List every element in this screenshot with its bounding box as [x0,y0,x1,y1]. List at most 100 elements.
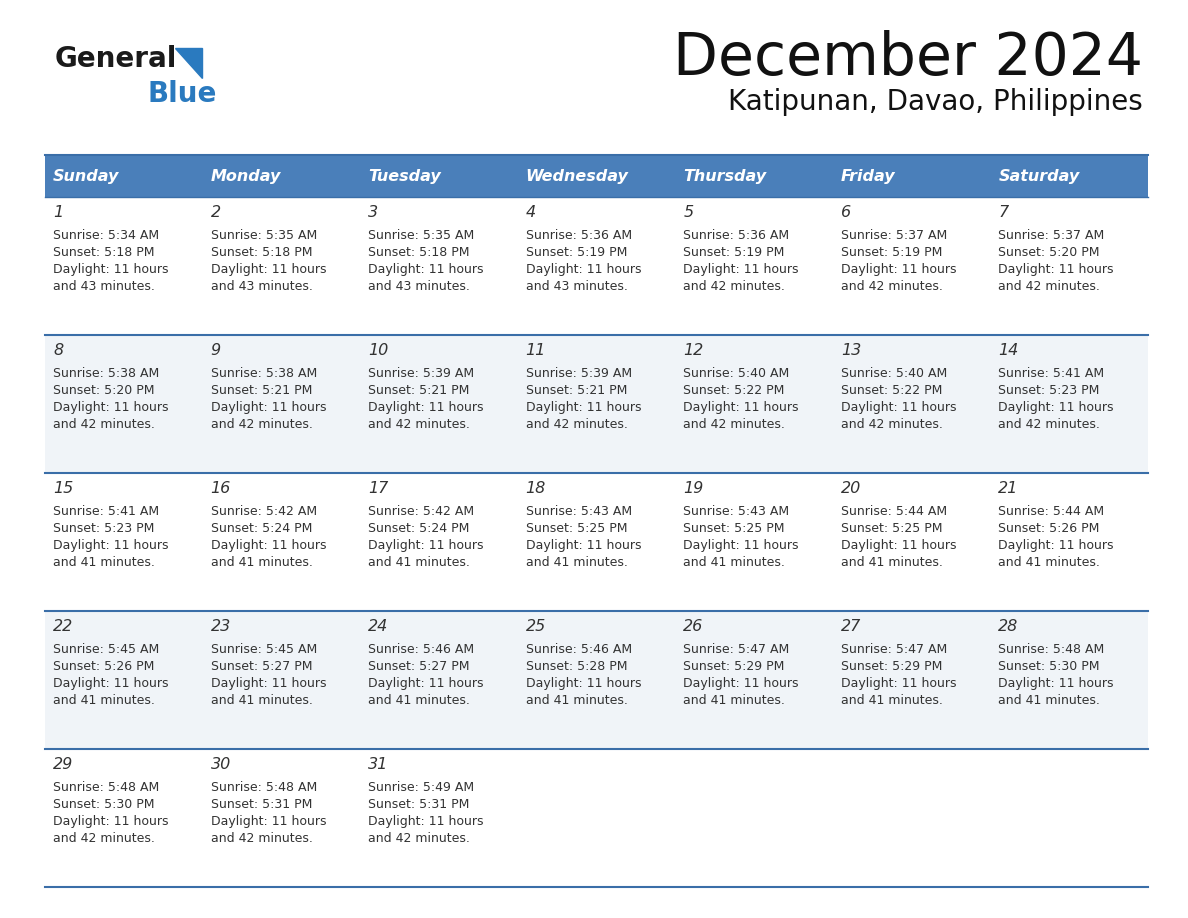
Text: Wednesday: Wednesday [526,169,628,184]
Text: and 43 minutes.: and 43 minutes. [53,280,154,293]
Text: Sunrise: 5:42 AM: Sunrise: 5:42 AM [210,505,317,518]
Text: Sunrise: 5:47 AM: Sunrise: 5:47 AM [841,643,947,656]
Text: Daylight: 11 hours: Daylight: 11 hours [210,539,326,552]
Text: Sunset: 5:18 PM: Sunset: 5:18 PM [210,246,312,259]
Text: and 42 minutes.: and 42 minutes. [210,418,312,431]
Text: Sunrise: 5:37 AM: Sunrise: 5:37 AM [998,229,1105,242]
Text: Sunrise: 5:40 AM: Sunrise: 5:40 AM [841,367,947,380]
Text: Tuesday: Tuesday [368,169,441,184]
Text: 6: 6 [841,205,851,220]
Text: 23: 23 [210,619,230,634]
Text: and 41 minutes.: and 41 minutes. [998,556,1100,569]
Text: Sunrise: 5:36 AM: Sunrise: 5:36 AM [683,229,789,242]
Text: Sunset: 5:29 PM: Sunset: 5:29 PM [841,660,942,673]
Text: and 41 minutes.: and 41 minutes. [526,556,627,569]
Text: Sunrise: 5:39 AM: Sunrise: 5:39 AM [526,367,632,380]
Bar [991,155,1148,197]
Text: Sunset: 5:25 PM: Sunset: 5:25 PM [683,522,785,535]
Text: and 42 minutes.: and 42 minutes. [998,280,1100,293]
Text: Sunset: 5:31 PM: Sunset: 5:31 PM [210,798,312,811]
Text: Daylight: 11 hours: Daylight: 11 hours [53,401,169,414]
Text: Daylight: 11 hours: Daylight: 11 hours [526,677,642,690]
Text: and 42 minutes.: and 42 minutes. [368,832,470,845]
Text: Sunset: 5:24 PM: Sunset: 5:24 PM [210,522,312,535]
Text: and 42 minutes.: and 42 minutes. [368,418,470,431]
Text: Sunrise: 5:36 AM: Sunrise: 5:36 AM [526,229,632,242]
Text: Sunset: 5:19 PM: Sunset: 5:19 PM [841,246,942,259]
Text: Sunset: 5:18 PM: Sunset: 5:18 PM [368,246,469,259]
Text: and 42 minutes.: and 42 minutes. [526,418,627,431]
Text: Sunrise: 5:43 AM: Sunrise: 5:43 AM [526,505,632,518]
Text: Sunset: 5:26 PM: Sunset: 5:26 PM [53,660,154,673]
Text: Sunrise: 5:35 AM: Sunrise: 5:35 AM [210,229,317,242]
Text: and 41 minutes.: and 41 minutes. [998,694,1100,707]
Text: Sunrise: 5:41 AM: Sunrise: 5:41 AM [53,505,159,518]
Text: Sunrise: 5:43 AM: Sunrise: 5:43 AM [683,505,789,518]
Text: Daylight: 11 hours: Daylight: 11 hours [998,677,1114,690]
Text: Daylight: 11 hours: Daylight: 11 hours [998,401,1114,414]
Text: Daylight: 11 hours: Daylight: 11 hours [998,263,1114,276]
Text: Sunrise: 5:48 AM: Sunrise: 5:48 AM [53,781,159,794]
Text: Daylight: 11 hours: Daylight: 11 hours [368,677,484,690]
Text: 27: 27 [841,619,861,634]
Text: Sunrise: 5:48 AM: Sunrise: 5:48 AM [210,781,317,794]
Text: 3: 3 [368,205,378,220]
Text: 8: 8 [53,343,63,358]
Text: Sunrise: 5:46 AM: Sunrise: 5:46 AM [526,643,632,656]
Text: and 41 minutes.: and 41 minutes. [683,556,785,569]
Text: Sunset: 5:24 PM: Sunset: 5:24 PM [368,522,469,535]
Text: 19: 19 [683,481,703,496]
Text: Sunset: 5:27 PM: Sunset: 5:27 PM [368,660,469,673]
Text: Sunset: 5:25 PM: Sunset: 5:25 PM [841,522,942,535]
Text: 22: 22 [53,619,74,634]
Text: Sunset: 5:29 PM: Sunset: 5:29 PM [683,660,784,673]
Text: 12: 12 [683,343,703,358]
Text: 2: 2 [210,205,221,220]
Text: Daylight: 11 hours: Daylight: 11 hours [53,677,169,690]
Bar [675,155,833,197]
Text: Sunset: 5:30 PM: Sunset: 5:30 PM [53,798,154,811]
Text: Daylight: 11 hours: Daylight: 11 hours [841,401,956,414]
Text: Katipunan, Davao, Philippines: Katipunan, Davao, Philippines [728,88,1143,116]
Text: Saturday: Saturday [998,169,1080,184]
Text: Sunset: 5:25 PM: Sunset: 5:25 PM [526,522,627,535]
Polygon shape [175,48,202,78]
Text: Daylight: 11 hours: Daylight: 11 hours [998,539,1114,552]
Text: Sunday: Sunday [53,169,119,184]
Text: Thursday: Thursday [683,169,766,184]
Text: Sunset: 5:19 PM: Sunset: 5:19 PM [526,246,627,259]
Text: Daylight: 11 hours: Daylight: 11 hours [53,815,169,828]
Text: Sunrise: 5:45 AM: Sunrise: 5:45 AM [53,643,159,656]
Text: Sunrise: 5:34 AM: Sunrise: 5:34 AM [53,229,159,242]
Bar [833,155,991,197]
Text: Friday: Friday [841,169,896,184]
Text: Daylight: 11 hours: Daylight: 11 hours [210,815,326,828]
Text: and 41 minutes.: and 41 minutes. [210,694,312,707]
Text: and 42 minutes.: and 42 minutes. [53,418,154,431]
Text: Daylight: 11 hours: Daylight: 11 hours [368,263,484,276]
Text: Sunset: 5:21 PM: Sunset: 5:21 PM [526,384,627,397]
Text: 28: 28 [998,619,1018,634]
Text: Sunset: 5:18 PM: Sunset: 5:18 PM [53,246,154,259]
Text: 17: 17 [368,481,388,496]
Text: Sunrise: 5:39 AM: Sunrise: 5:39 AM [368,367,474,380]
Text: 31: 31 [368,757,388,772]
Text: 30: 30 [210,757,230,772]
Text: December 2024: December 2024 [672,30,1143,87]
Text: Sunset: 5:26 PM: Sunset: 5:26 PM [998,522,1100,535]
Text: Sunset: 5:22 PM: Sunset: 5:22 PM [841,384,942,397]
Text: Daylight: 11 hours: Daylight: 11 hours [210,401,326,414]
Text: Blue: Blue [148,80,217,108]
Text: 7: 7 [998,205,1009,220]
Text: Sunrise: 5:37 AM: Sunrise: 5:37 AM [841,229,947,242]
Text: Sunset: 5:20 PM: Sunset: 5:20 PM [53,384,154,397]
Text: Daylight: 11 hours: Daylight: 11 hours [526,263,642,276]
Text: Daylight: 11 hours: Daylight: 11 hours [683,263,798,276]
Text: Sunset: 5:23 PM: Sunset: 5:23 PM [998,384,1100,397]
Text: 13: 13 [841,343,861,358]
Text: Sunset: 5:20 PM: Sunset: 5:20 PM [998,246,1100,259]
Text: and 41 minutes.: and 41 minutes. [841,694,943,707]
Text: Daylight: 11 hours: Daylight: 11 hours [53,539,169,552]
Text: Daylight: 11 hours: Daylight: 11 hours [53,263,169,276]
Text: Sunset: 5:31 PM: Sunset: 5:31 PM [368,798,469,811]
